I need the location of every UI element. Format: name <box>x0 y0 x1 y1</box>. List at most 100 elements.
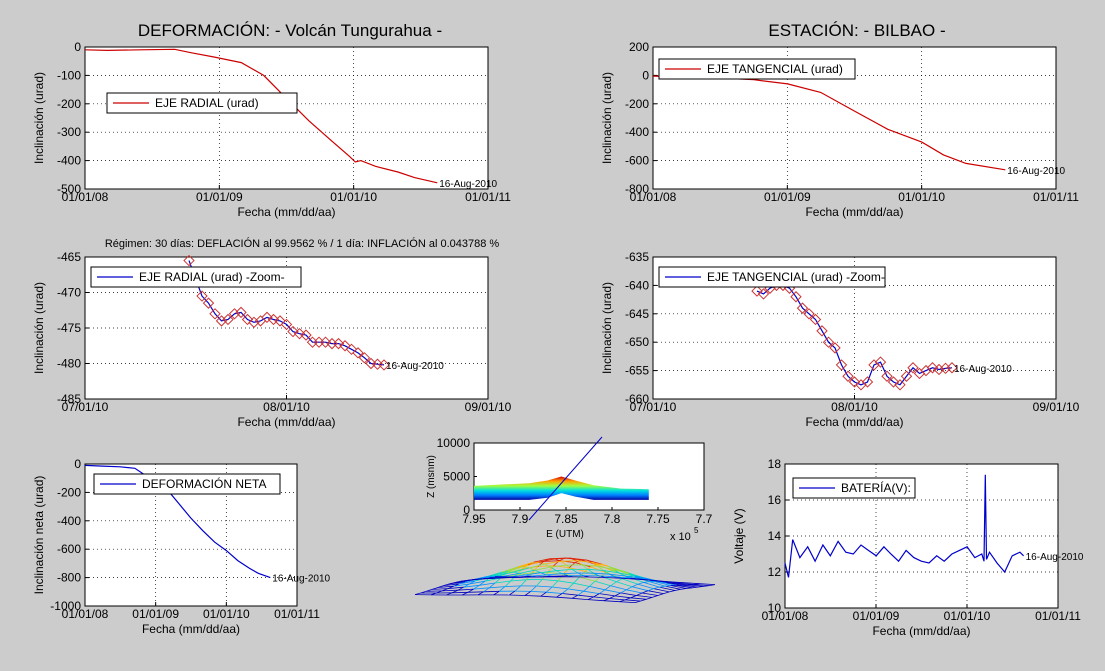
mesh-line <box>552 575 568 577</box>
mesh-line <box>540 591 547 597</box>
y-tick-label: -650 <box>625 335 649 349</box>
mesh-line <box>583 590 600 594</box>
y-tick-label: -800 <box>625 182 649 196</box>
x-tick-label: 7.95 <box>462 512 486 526</box>
mesh-line <box>447 586 464 589</box>
y-axis-label: Inclinación (urad) <box>600 72 614 164</box>
mesh-line <box>647 590 664 594</box>
mesh-line <box>647 588 654 592</box>
data-marker <box>816 325 828 337</box>
mesh-line <box>640 598 647 602</box>
tangential-axis-chart: 01/01/08 01/01/09 01/01/10 01/01/11 200 0 -200… <box>600 40 1079 219</box>
data-marker <box>900 370 913 382</box>
data-marker <box>835 359 848 371</box>
y-tick-label: -200 <box>57 97 81 111</box>
y-tick-label: -600 <box>625 154 649 168</box>
data-marker <box>803 308 815 320</box>
y-tick-label: -500 <box>57 182 81 196</box>
mesh-line <box>619 599 626 603</box>
mesh-line <box>659 585 666 588</box>
mesh-line <box>653 588 670 593</box>
data-marker <box>861 376 874 388</box>
data-marker <box>280 318 293 331</box>
mesh-line <box>443 583 460 586</box>
mesh-line <box>494 577 501 584</box>
x-exponent-label: x 10 <box>670 531 691 543</box>
y-axis-label: Inclinación neta (urad) <box>32 476 46 595</box>
data-marker <box>848 376 861 388</box>
y-tick-label: -640 <box>625 278 649 292</box>
legend-box <box>106 92 298 114</box>
y-tick-label: -645 <box>625 307 649 321</box>
data-marker <box>842 370 854 382</box>
data-marker <box>822 336 835 348</box>
plot-area <box>84 46 489 190</box>
data-marker <box>946 362 958 374</box>
mesh-line <box>509 590 516 596</box>
mesh-line <box>597 565 614 570</box>
mesh-line <box>574 559 581 563</box>
mesh-line <box>571 594 579 599</box>
data-marker <box>215 315 228 327</box>
mesh-line <box>556 570 563 575</box>
mesh-line <box>540 572 547 576</box>
mesh-line <box>493 590 500 596</box>
mesh-line <box>506 568 523 574</box>
mesh-line <box>589 581 596 587</box>
series-line <box>784 474 1025 578</box>
mesh-line <box>539 558 556 563</box>
mesh-line <box>501 566 519 573</box>
data-marker <box>894 379 906 391</box>
mesh-line <box>514 585 521 592</box>
data-marker <box>332 337 345 350</box>
legend-box <box>658 266 886 288</box>
mesh-line <box>479 580 486 586</box>
mesh-line <box>617 569 624 572</box>
data-marker <box>751 285 763 297</box>
data-marker <box>293 327 306 340</box>
x-tick-label: 01/01/10 <box>944 609 991 623</box>
mesh-line <box>449 581 466 585</box>
y-tick-label: 5000 <box>443 470 470 484</box>
data-marker <box>319 336 332 348</box>
mesh-line <box>634 575 651 580</box>
mesh-line <box>693 584 710 586</box>
mesh-line <box>537 565 554 567</box>
x-tick-label: 09/01/10 <box>1033 400 1080 414</box>
data-marker <box>183 254 195 267</box>
mesh-line <box>556 596 573 599</box>
mesh-line <box>577 594 594 598</box>
mesh-line <box>663 591 670 594</box>
mesh-line <box>557 573 564 582</box>
mesh-line <box>620 577 637 580</box>
end-date-label: 16-Aug-2010 <box>386 361 444 372</box>
radial-zoom-chart: 07/01/10 08/01/10 09/01/10 -465 -470 -475 -480… <box>32 250 512 429</box>
x-tick-label: 7.85 <box>554 512 578 526</box>
mesh-line <box>534 569 541 574</box>
mesh-line <box>520 579 527 587</box>
mesh-line <box>507 566 524 572</box>
data-marker <box>939 362 952 375</box>
mesh-line <box>523 561 540 567</box>
mesh-line <box>560 560 577 562</box>
mesh-line <box>457 586 464 591</box>
mesh-line <box>489 586 506 589</box>
mesh-line <box>636 592 643 596</box>
mesh-line <box>603 570 620 574</box>
mesh-line <box>632 586 648 592</box>
data-marker <box>881 370 893 382</box>
mesh-line <box>610 581 617 587</box>
mesh-line <box>659 586 676 591</box>
mesh-line <box>461 591 469 596</box>
x-axis-label: Fecha (mm/dd/aa) <box>237 415 335 429</box>
data-marker <box>222 313 234 326</box>
mesh-line <box>699 583 716 585</box>
mesh-line <box>582 564 598 567</box>
data-marker <box>300 329 312 341</box>
x-exponent-power: 5 <box>694 526 699 535</box>
mesh-line <box>641 590 649 594</box>
mesh-line <box>677 582 694 585</box>
x-tick-label: 01/01/11 <box>1033 190 1079 204</box>
x-tick-label: 01/01/08 <box>62 190 109 204</box>
y-tick-label: -465 <box>57 250 81 264</box>
